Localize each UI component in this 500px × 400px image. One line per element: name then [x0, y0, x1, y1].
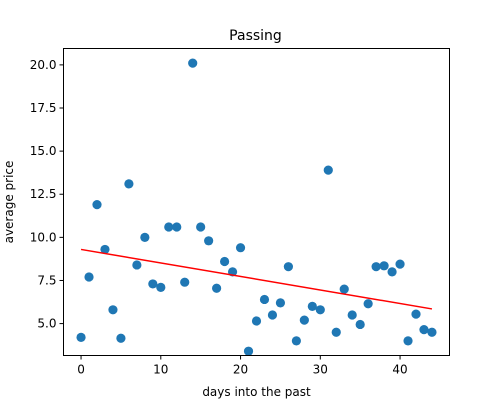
- data-point: [244, 347, 253, 356]
- data-point: [188, 59, 197, 68]
- x-axis-label: days into the past: [202, 385, 311, 399]
- data-point: [236, 243, 245, 252]
- chart-title: Passing: [229, 28, 282, 44]
- data-point: [387, 267, 396, 276]
- x-tick-label: 10: [153, 363, 168, 377]
- data-point: [84, 272, 93, 281]
- data-point: [108, 305, 117, 314]
- data-point: [300, 316, 309, 325]
- data-point: [324, 165, 333, 174]
- axes-frame: [64, 49, 450, 356]
- data-point: [292, 336, 301, 345]
- x-tick-label: 40: [392, 363, 407, 377]
- data-point: [164, 222, 173, 231]
- data-point: [411, 310, 420, 319]
- data-point: [316, 305, 325, 314]
- y-tick-label: 17.5: [30, 101, 57, 115]
- plot-area: [76, 59, 436, 356]
- data-point: [132, 260, 141, 269]
- data-point: [116, 334, 125, 343]
- data-point: [180, 278, 189, 287]
- data-point: [196, 222, 205, 231]
- data-point: [308, 302, 317, 311]
- data-point: [140, 233, 149, 242]
- data-point: [372, 262, 381, 271]
- data-point: [124, 179, 133, 188]
- trend-line: [81, 249, 432, 309]
- data-point: [348, 310, 357, 319]
- data-point: [427, 328, 436, 337]
- data-point: [284, 262, 293, 271]
- data-point: [260, 295, 269, 304]
- y-axis: 5.0 7.5 10.0 12.5 15.0 17.5 20.0: [30, 58, 64, 331]
- y-tick-label: 7.5: [37, 273, 56, 287]
- data-point: [395, 259, 404, 268]
- data-point: [156, 283, 165, 292]
- data-point: [212, 284, 221, 293]
- x-axis: 0 10 20 30 40: [77, 356, 407, 377]
- data-point: [332, 328, 341, 337]
- data-point: [356, 320, 365, 329]
- data-point: [204, 236, 213, 245]
- y-tick-label: 5.0: [37, 317, 56, 331]
- y-tick-label: 15.0: [30, 144, 57, 158]
- data-point: [172, 222, 181, 231]
- x-tick-label: 20: [233, 363, 248, 377]
- y-tick-label: 10.0: [30, 230, 57, 244]
- data-point: [220, 257, 229, 266]
- y-axis-label: average price: [2, 161, 16, 244]
- data-point: [76, 333, 85, 342]
- data-point: [92, 200, 101, 209]
- data-point: [340, 285, 349, 294]
- data-point: [380, 261, 389, 270]
- data-point: [148, 279, 157, 288]
- data-point: [364, 299, 373, 308]
- x-tick-label: 0: [77, 363, 85, 377]
- x-tick-label: 30: [313, 363, 328, 377]
- y-tick-label: 12.5: [30, 187, 57, 201]
- y-tick-label: 20.0: [30, 58, 57, 72]
- data-point: [268, 310, 277, 319]
- data-point: [276, 298, 285, 307]
- data-point: [419, 325, 428, 334]
- data-point: [403, 336, 412, 345]
- data-point: [252, 316, 261, 325]
